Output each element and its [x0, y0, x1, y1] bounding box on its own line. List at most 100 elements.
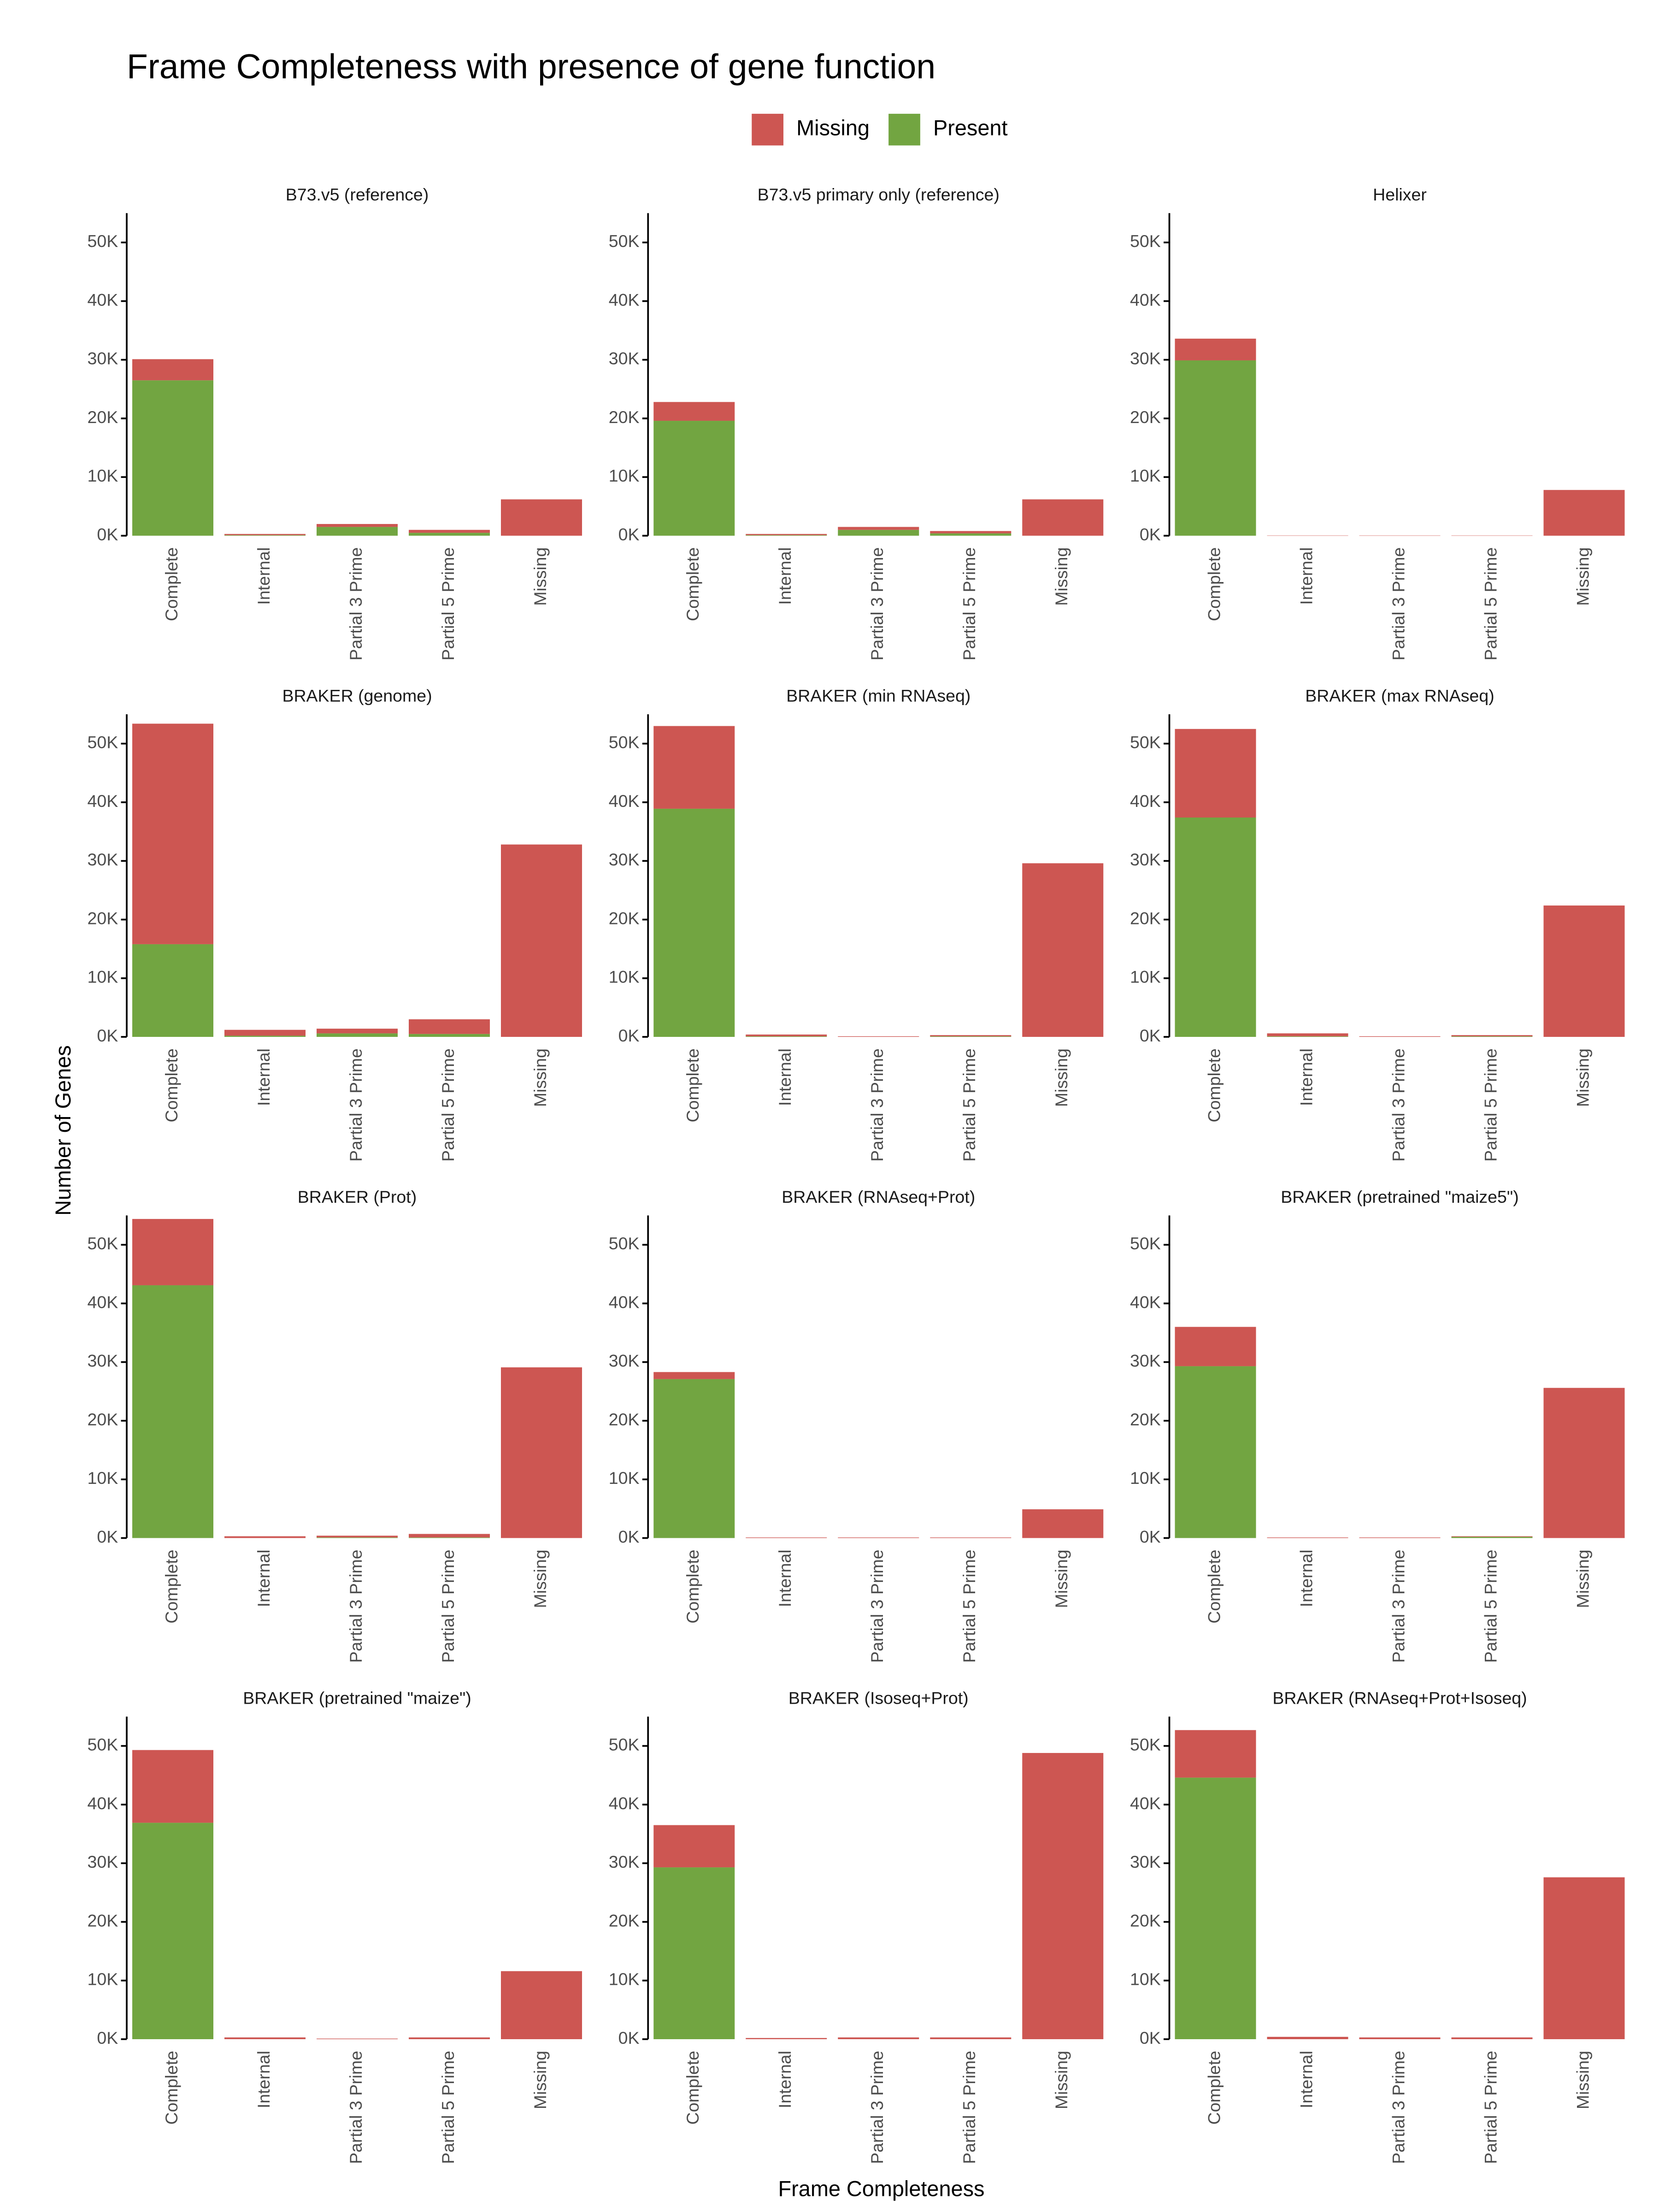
bar-segment [1175, 1730, 1256, 1778]
bar-segment [132, 724, 213, 944]
y-tick-label: 10K [1130, 1970, 1161, 1989]
y-tick-label: 0K [1140, 2028, 1161, 2047]
bar-segment [409, 1019, 490, 1034]
x-tick-label: Partial 3 Prime [1388, 1550, 1408, 1663]
bar-segment [1451, 1036, 1533, 1037]
y-tick-label: 50K [88, 1735, 118, 1754]
y-tick-label: 10K [88, 967, 118, 987]
bar-segment [1543, 1388, 1625, 1538]
bar-segment [224, 1536, 306, 1538]
x-tick-label: Complete [1204, 2051, 1224, 2125]
y-tick-label: 30K [609, 1852, 640, 1871]
bar-segment [746, 2038, 827, 2039]
x-tick-label: Missing [1052, 547, 1071, 606]
y-tick-label: 40K [609, 290, 640, 309]
x-tick-label: Complete [1204, 547, 1224, 621]
x-tick-label: Partial 5 Prime [438, 1550, 458, 1663]
y-tick-label: 50K [609, 1234, 640, 1253]
bar-segment [653, 1825, 735, 1868]
y-tick-label: 10K [88, 466, 118, 485]
bar-segment [501, 1971, 582, 2039]
x-tick-label: Complete [683, 547, 702, 622]
x-tick-label: Partial 3 Prime [346, 2051, 365, 2164]
x-tick-label: Internal [775, 1550, 794, 1607]
bar-segment [1359, 1537, 1441, 1538]
bar-segment [317, 1537, 398, 1538]
x-tick-label: Partial 3 Prime [1388, 547, 1408, 661]
figure-title: Frame Completeness with presence of gene… [127, 47, 935, 86]
bar-segment [1175, 729, 1256, 818]
x-tick-label: Partial 3 Prime [346, 547, 365, 661]
y-tick-label: 40K [88, 791, 118, 811]
y-tick-label: 20K [609, 1410, 640, 1429]
y-tick-label: 20K [609, 1911, 640, 1930]
bar-segment [317, 527, 398, 536]
bar-segment [930, 2037, 1012, 2039]
x-tick-label: Internal [1296, 1048, 1316, 1106]
y-tick-label: 50K [88, 1234, 118, 1253]
bar-segment [1267, 2036, 1348, 2039]
y-tick-label: 30K [1130, 349, 1161, 368]
x-tick-label: Partial 3 Prime [1388, 1048, 1408, 1162]
x-tick-label: Complete [162, 1550, 181, 1624]
bar-segment [838, 1036, 919, 1037]
y-tick-label: 50K [88, 231, 118, 251]
x-tick-label: Complete [1204, 1048, 1224, 1123]
x-tick-label: Partial 5 Prime [438, 2051, 458, 2164]
y-tick-label: 50K [609, 231, 640, 251]
y-tick-label: 10K [1130, 466, 1161, 485]
y-tick-label: 10K [609, 466, 640, 485]
x-axis-label: Frame Completeness [778, 2177, 985, 2201]
bar-segment [1022, 1509, 1104, 1538]
bar-segment [653, 726, 735, 809]
legend-swatch [752, 113, 783, 146]
bar-segment [409, 1534, 490, 1538]
bar-segment [1451, 535, 1533, 536]
x-tick-label: Missing [1052, 2051, 1071, 2109]
y-tick-label: 50K [1130, 733, 1161, 752]
x-tick-label: Missing [1052, 1048, 1071, 1107]
bar-segment [1175, 338, 1256, 360]
x-tick-label: Partial 3 Prime [867, 547, 887, 661]
panel-title: B73.v5 (reference) [286, 185, 429, 204]
panel-title: BRAKER (genome) [282, 686, 432, 705]
y-tick-label: 50K [88, 733, 118, 752]
bar-segment [132, 380, 213, 536]
y-tick-label: 0K [618, 1527, 640, 1546]
panel-title: BRAKER (RNAseq+Prot) [782, 1187, 975, 1206]
bar-segment [1267, 1036, 1348, 1037]
x-tick-label: Internal [254, 1550, 273, 1607]
panel-title: BRAKER (Prot) [298, 1187, 417, 1206]
bar-segment [930, 531, 1012, 534]
x-tick-label: Partial 5 Prime [1481, 547, 1500, 661]
x-tick-label: Missing [1573, 547, 1592, 606]
x-tick-label: Internal [254, 1048, 273, 1106]
x-tick-label: Partial 5 Prime [438, 547, 458, 661]
x-tick-label: Internal [775, 1048, 794, 1106]
panel-title: BRAKER (min RNAseq) [786, 686, 971, 705]
bar-segment [930, 1035, 1012, 1036]
bar-segment [653, 1372, 735, 1379]
y-tick-label: 50K [1130, 1234, 1161, 1253]
x-tick-label: Internal [254, 2051, 273, 2108]
bar-segment [1267, 535, 1348, 536]
bar-segment [1175, 1327, 1256, 1366]
bar-segment [1451, 1035, 1533, 1036]
bar-segment [132, 359, 213, 381]
legend-label: Present [933, 116, 1008, 140]
x-tick-label: Missing [530, 2051, 550, 2109]
y-tick-label: 20K [1130, 1911, 1161, 1930]
y-tick-label: 0K [97, 524, 118, 544]
y-tick-label: 10K [609, 1468, 640, 1488]
y-tick-label: 20K [88, 1410, 118, 1429]
x-tick-label: Missing [1573, 1048, 1592, 1107]
bar-segment [746, 1034, 827, 1036]
bar-segment [1451, 1536, 1533, 1538]
bar-segment [1359, 2037, 1441, 2039]
x-tick-label: Partial 3 Prime [346, 1550, 365, 1663]
bar-segment [1543, 490, 1625, 536]
x-tick-label: Missing [530, 1550, 550, 1608]
bar-segment [838, 1537, 919, 1538]
